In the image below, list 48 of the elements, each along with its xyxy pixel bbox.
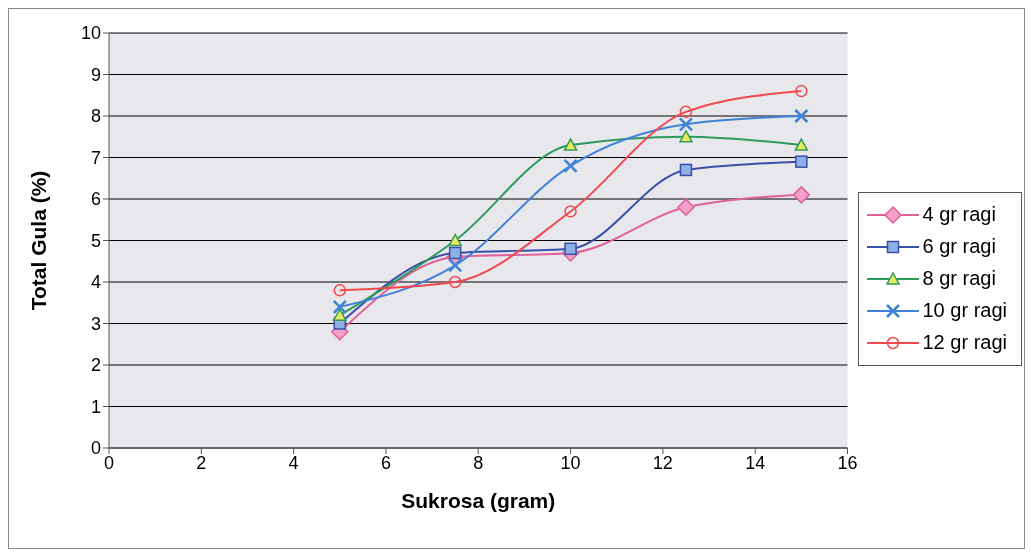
point — [564, 205, 577, 218]
legend-label: 8 gr ragi — [922, 267, 996, 290]
point — [677, 198, 695, 217]
y-axis-title: Total Gula (%) — [27, 170, 51, 311]
y-tick-label: 6 — [90, 189, 101, 210]
legend-label: 10 gr ragi — [922, 299, 1007, 322]
point — [448, 246, 462, 260]
point — [679, 163, 693, 177]
y-tick-label: 3 — [90, 313, 101, 334]
point — [333, 308, 347, 321]
point — [792, 186, 811, 204]
point — [563, 138, 578, 151]
legend-label: 4 gr ragi — [922, 203, 996, 226]
point — [794, 138, 809, 151]
point — [563, 158, 578, 174]
x-tick-label: 2 — [196, 452, 207, 473]
x-tick-label: 6 — [380, 452, 391, 473]
point — [795, 155, 808, 168]
x-tick-label: 0 — [103, 452, 115, 473]
point — [447, 258, 463, 273]
point — [564, 242, 577, 256]
point — [795, 84, 808, 98]
legend-label: 12 gr ragi — [922, 331, 1007, 354]
legend-label: 6 gr ragi — [922, 235, 996, 258]
y-tick-label: 9 — [90, 64, 101, 85]
y-tick-label: 7 — [90, 147, 101, 168]
x-tick-label: 8 — [473, 452, 484, 473]
y-tick-label: 0 — [90, 438, 101, 459]
x-tick-label: 14 — [745, 452, 766, 473]
x-tick-label: 16 — [837, 452, 858, 473]
y-tick-label: 2 — [90, 355, 101, 376]
point — [448, 275, 462, 289]
point — [794, 108, 809, 124]
x-tick-label: 10 — [560, 452, 581, 473]
point — [448, 233, 462, 247]
y-tick-label: 1 — [90, 396, 101, 417]
y-tick-label: 4 — [90, 272, 101, 293]
point — [678, 117, 694, 132]
y-tick-label: 5 — [90, 230, 101, 251]
point — [333, 284, 347, 297]
y-tick-label: 10 — [80, 23, 101, 44]
y-tick-label: 8 — [90, 106, 101, 127]
point — [679, 130, 693, 143]
x-axis-title: Sukrosa (gram) — [401, 489, 556, 512]
x-tick-label: 4 — [288, 452, 299, 473]
point — [679, 105, 693, 119]
x-tick-label: 12 — [652, 452, 673, 473]
point — [332, 299, 348, 315]
